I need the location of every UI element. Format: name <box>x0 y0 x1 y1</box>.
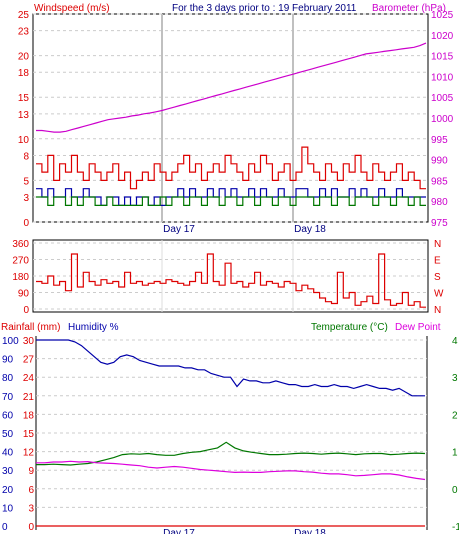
humidity-y-tick: 80 <box>2 373 14 384</box>
rainfall-y-tick: 0 <box>28 522 34 533</box>
barometer-y-tick: 1010 <box>431 72 454 83</box>
temperature-y-tick: 1 <box>452 448 458 459</box>
humidity-line <box>36 339 425 397</box>
wind-y-tick: 18 <box>18 68 30 79</box>
compass-tick: N <box>434 239 441 250</box>
wind-panel-frame <box>32 13 429 223</box>
rainfall-y-tick: 12 <box>23 448 35 459</box>
rainfall-y-tick: 21 <box>23 392 35 403</box>
climate-x-tick: Day 17 <box>163 528 195 534</box>
barometer-y-tick: 990 <box>431 156 448 167</box>
windgust-line <box>36 146 426 190</box>
climate-x-tick: Day 18 <box>294 528 326 534</box>
barometer-y-tick: 985 <box>431 176 448 187</box>
wind-y-tick: 5 <box>23 176 29 187</box>
direction-y-tick: 270 <box>12 256 29 267</box>
humidity-y-tick: 10 <box>2 503 14 514</box>
humidity-y-tick: 90 <box>2 355 14 366</box>
barometer-y-tick: 995 <box>431 135 448 146</box>
humidity-y-tick: 100 <box>2 336 19 347</box>
humidity-y-tick: 40 <box>2 448 14 459</box>
barometer-y-tick: 1000 <box>431 114 454 125</box>
temperature-y-tick: 3 <box>452 373 458 384</box>
wind-x-tick: Day 18 <box>294 224 326 235</box>
dewpoint-axis-title: Dew Point <box>395 322 441 333</box>
dewpoint-line <box>36 460 426 481</box>
wind-y-tick: 13 <box>18 110 30 121</box>
humidity-y-tick: 50 <box>2 429 14 440</box>
wind-y-tick: 10 <box>18 135 30 146</box>
direction-y-tick: 0 <box>23 305 29 316</box>
humidity-y-tick: 0 <box>2 522 8 533</box>
windspeed-axis-title: Windspeed (m/s) <box>34 3 110 14</box>
barometer-y-tick: 1015 <box>431 52 454 63</box>
barometer-y-tick: 1020 <box>431 31 454 42</box>
direction-y-tick: 90 <box>18 289 30 300</box>
barometer-line <box>36 42 427 133</box>
humidity-y-tick: 60 <box>2 410 14 421</box>
rainfall-y-tick: 27 <box>23 355 35 366</box>
wind-x-tick: Day 17 <box>163 224 195 235</box>
wind-y-tick: 25 <box>18 10 30 21</box>
windspeed-line <box>36 188 426 206</box>
rainfall-y-tick: 15 <box>23 429 35 440</box>
barometer-y-tick: 975 <box>431 218 448 229</box>
direction-y-tick: 180 <box>12 272 29 283</box>
humidity-axis-title: Humidity % <box>68 322 119 333</box>
rainfall-y-tick: 18 <box>23 410 35 421</box>
wind-y-tick: 0 <box>23 218 29 229</box>
wind-direction-line <box>36 253 426 308</box>
compass-tick: S <box>434 272 441 283</box>
temperature-y-tick: 4 <box>452 336 458 347</box>
rainfall-y-tick: 6 <box>28 485 34 496</box>
wind-y-tick: 23 <box>18 27 30 38</box>
temperature-y-tick: 2 <box>452 410 458 421</box>
temperature-axis-title: Temperature (°C) <box>311 322 388 333</box>
barometer-axis-title: Barometer (hPa) <box>372 3 446 14</box>
temperature-line <box>36 441 426 466</box>
rainfall-y-tick: 24 <box>23 373 35 384</box>
rainfall-axis-title: Rainfall (mm) <box>1 322 60 333</box>
compass-tick: W <box>434 289 444 300</box>
chart-period-title: For the 3 days prior to : 19 February 20… <box>172 3 357 14</box>
direction-y-tick: 360 <box>12 239 29 250</box>
compass-tick: E <box>434 256 441 267</box>
rainfall-y-tick: 9 <box>28 466 34 477</box>
wind-y-tick: 15 <box>18 93 30 104</box>
temperature-y-tick: -1 <box>452 522 459 533</box>
humidity-y-tick: 30 <box>2 466 14 477</box>
wind-y-tick: 8 <box>23 151 29 162</box>
temperature-y-tick: 0 <box>452 485 458 496</box>
windavg-line <box>36 196 426 206</box>
humidity-y-tick: 20 <box>2 485 14 496</box>
humidity-y-tick: 70 <box>2 392 14 403</box>
compass-tick: N <box>434 305 441 316</box>
barometer-y-tick: 1025 <box>431 10 454 21</box>
rainfall-y-tick: 3 <box>28 503 34 514</box>
wind-y-tick: 20 <box>18 52 30 63</box>
barometer-y-tick: 980 <box>431 197 448 208</box>
barometer-y-tick: 1005 <box>431 93 454 104</box>
wind-y-tick: 3 <box>23 193 29 204</box>
rainfall-y-tick: 30 <box>23 336 35 347</box>
